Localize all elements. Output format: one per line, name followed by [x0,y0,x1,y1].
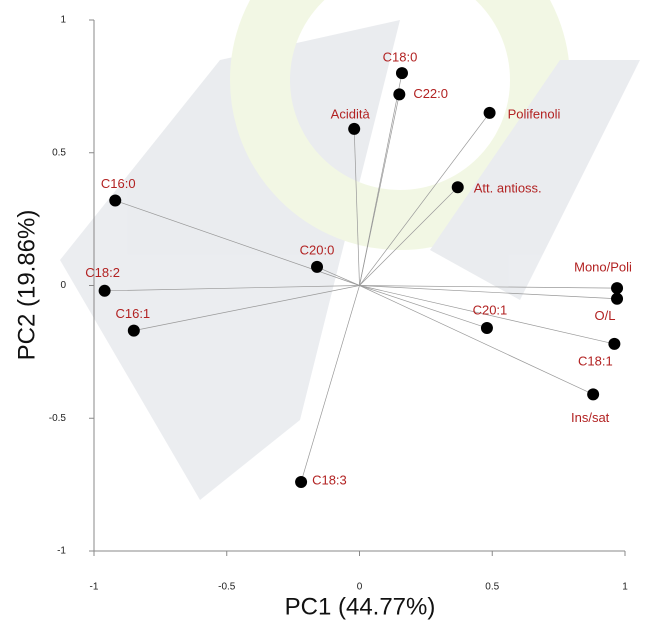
x-tick-label: 0 [357,582,363,593]
y-tick-label: 1 [60,15,66,26]
point [611,293,623,305]
watermark [60,0,640,500]
point [295,476,307,488]
y-tick-label: -0.5 [49,413,67,424]
point-label: C18:2 [85,265,120,280]
point [128,325,140,337]
point [99,285,111,297]
point-label: Mono/Poli [574,260,632,275]
point [587,388,599,400]
point-label: C20:0 [300,242,335,257]
point [608,338,620,350]
point-label: C18:0 [383,50,418,65]
point [393,88,405,100]
point [484,107,496,119]
x-axis-title: PC1 (44.77%) [285,593,436,620]
point-label: Polifenoli [508,106,561,121]
x-tick-label: 1 [622,582,628,593]
y-tick-label: 0.5 [52,147,66,158]
point-label: O/L [595,308,616,323]
point [348,123,360,135]
y-tick-label: -1 [57,546,66,557]
point-label: Ins/sat [571,410,610,425]
point [311,261,323,273]
x-tick-label: 0.5 [485,582,499,593]
point [452,181,464,193]
point [109,195,121,207]
x-tick-label: -0.5 [218,582,236,593]
point-label: C18:3 [312,472,347,487]
y-tick-label: 0 [60,280,66,291]
point [611,282,623,294]
point [481,322,493,334]
point-label: Acidità [331,106,371,121]
point [396,67,408,79]
x-tick-label: -1 [90,582,99,593]
loading-vector [360,286,487,328]
point-label: C20:1 [473,302,508,317]
y-axis-title: PC2 (19.86%) [13,210,40,361]
point-label: Att. antioss. [474,181,542,196]
watermark-shape [60,20,400,500]
point-label: C16:0 [101,176,136,191]
point-label: C16:1 [115,306,150,321]
point-label: C18:1 [578,353,613,368]
point-label: C22:0 [413,86,448,101]
chart: PC1 (44.77%) PC2 (19.86%) -1 -0.5 0 0.5 1 -1 -… [0,0,647,624]
